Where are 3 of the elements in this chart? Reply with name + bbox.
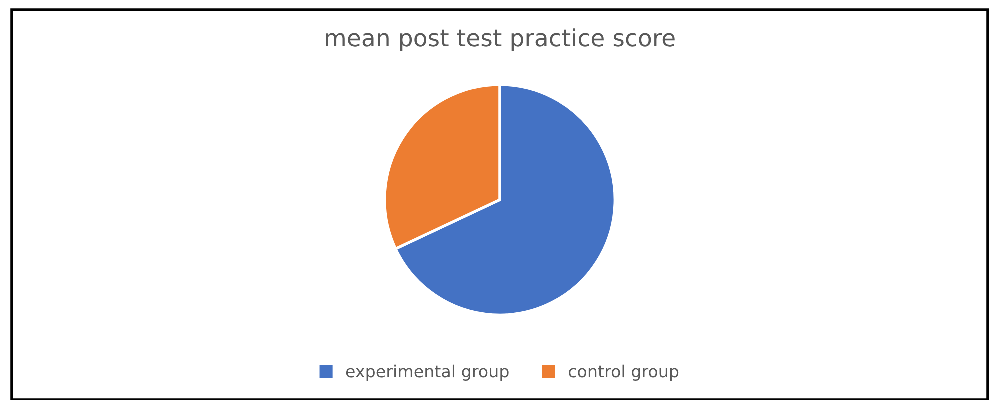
- legend-label: experimental group: [346, 364, 509, 381]
- legend-label: control group: [568, 364, 679, 381]
- chart-title: mean post test practice score: [326, 28, 675, 52]
